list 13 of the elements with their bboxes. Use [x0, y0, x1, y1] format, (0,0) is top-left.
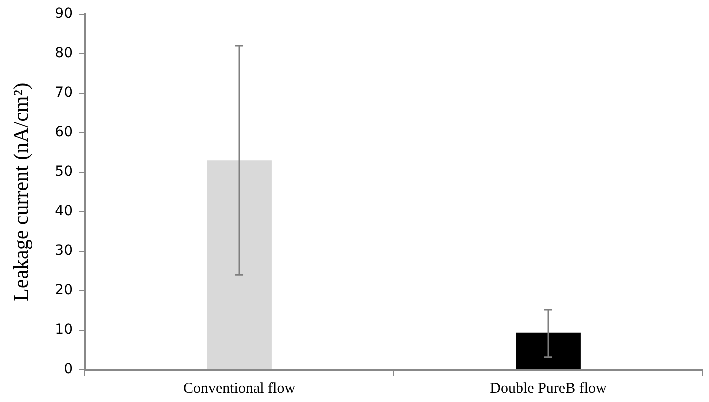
y-tick-label: 60	[55, 124, 74, 141]
y-tick-label: 50	[55, 164, 74, 180]
y-tick-label: 80	[55, 46, 74, 62]
y-tick-label: 0	[64, 362, 74, 378]
y-tick-label: 40	[55, 204, 74, 220]
y-tick-label: 20	[55, 282, 74, 299]
y-axis-title: Leakage current (nA/cm²)	[9, 82, 34, 302]
x-tick-label: Conventional flow	[183, 380, 296, 397]
y-tick-label: 70	[55, 85, 74, 102]
y-tick-label: 90	[55, 6, 74, 22]
y-tick-label: 10	[55, 322, 74, 338]
y-tick-label: 30	[55, 243, 74, 260]
x-tick-label: Double PureB flow	[490, 380, 607, 397]
